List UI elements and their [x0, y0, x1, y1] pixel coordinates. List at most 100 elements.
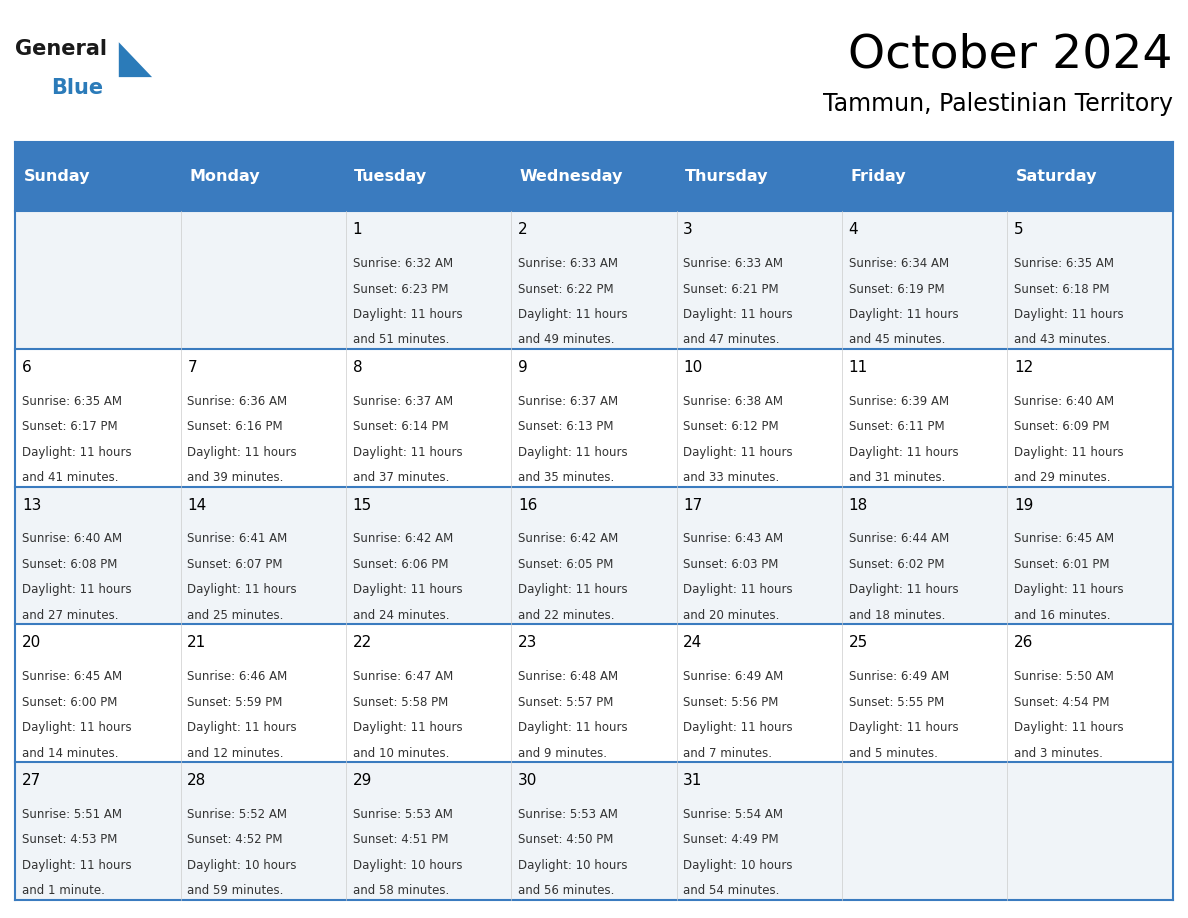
Text: Sunset: 4:53 PM: Sunset: 4:53 PM [23, 834, 118, 846]
Text: and 20 minutes.: and 20 minutes. [683, 609, 779, 621]
Text: and 25 minutes.: and 25 minutes. [188, 609, 284, 621]
Text: and 33 minutes.: and 33 minutes. [683, 471, 779, 484]
Text: 14: 14 [188, 498, 207, 512]
Text: and 14 minutes.: and 14 minutes. [23, 746, 119, 759]
Text: and 59 minutes.: and 59 minutes. [188, 884, 284, 897]
Text: Sunrise: 6:49 AM: Sunrise: 6:49 AM [683, 670, 784, 683]
Text: Daylight: 10 hours: Daylight: 10 hours [518, 859, 627, 872]
Text: 12: 12 [1013, 360, 1034, 375]
Text: Daylight: 11 hours: Daylight: 11 hours [848, 445, 959, 459]
Text: and 54 minutes.: and 54 minutes. [683, 884, 779, 897]
Text: 22: 22 [353, 635, 372, 650]
Text: Sunset: 6:16 PM: Sunset: 6:16 PM [188, 420, 283, 433]
Text: Daylight: 11 hours: Daylight: 11 hours [23, 859, 132, 872]
Text: and 22 minutes.: and 22 minutes. [518, 609, 614, 621]
Text: and 1 minute.: and 1 minute. [23, 884, 105, 897]
Text: Sunrise: 6:41 AM: Sunrise: 6:41 AM [188, 532, 287, 545]
Text: Sunrise: 6:44 AM: Sunrise: 6:44 AM [848, 532, 949, 545]
Text: Sunset: 6:18 PM: Sunset: 6:18 PM [1013, 283, 1110, 296]
Text: Daylight: 11 hours: Daylight: 11 hours [518, 308, 627, 321]
Text: Sunrise: 6:33 AM: Sunrise: 6:33 AM [683, 257, 783, 270]
Text: 24: 24 [683, 635, 702, 650]
Text: 1: 1 [353, 222, 362, 237]
Text: Daylight: 11 hours: Daylight: 11 hours [683, 721, 792, 734]
Text: 30: 30 [518, 773, 537, 788]
Text: October 2024: October 2024 [848, 32, 1173, 77]
Text: and 5 minutes.: and 5 minutes. [848, 746, 937, 759]
Text: Sunrise: 5:53 AM: Sunrise: 5:53 AM [518, 808, 618, 821]
Text: Sunset: 6:06 PM: Sunset: 6:06 PM [353, 558, 448, 571]
Text: Sunset: 5:57 PM: Sunset: 5:57 PM [518, 696, 613, 709]
Text: 9: 9 [518, 360, 527, 375]
Text: 16: 16 [518, 498, 537, 512]
Text: Sunrise: 6:37 AM: Sunrise: 6:37 AM [518, 395, 618, 408]
Text: Saturday: Saturday [1016, 169, 1097, 185]
Text: Sunrise: 6:46 AM: Sunrise: 6:46 AM [188, 670, 287, 683]
Text: Friday: Friday [851, 169, 905, 185]
Text: Sunrise: 6:36 AM: Sunrise: 6:36 AM [188, 395, 287, 408]
Text: Sunrise: 6:39 AM: Sunrise: 6:39 AM [848, 395, 949, 408]
Text: Daylight: 11 hours: Daylight: 11 hours [1013, 584, 1124, 597]
Text: Sunrise: 6:48 AM: Sunrise: 6:48 AM [518, 670, 618, 683]
Text: Daylight: 11 hours: Daylight: 11 hours [1013, 308, 1124, 321]
Text: 25: 25 [848, 635, 867, 650]
Text: Sunrise: 6:42 AM: Sunrise: 6:42 AM [518, 532, 618, 545]
Text: Sunrise: 6:35 AM: Sunrise: 6:35 AM [23, 395, 122, 408]
Text: Sunset: 6:00 PM: Sunset: 6:00 PM [23, 696, 118, 709]
Text: Sunset: 6:14 PM: Sunset: 6:14 PM [353, 420, 448, 433]
Text: Sunrise: 6:33 AM: Sunrise: 6:33 AM [518, 257, 618, 270]
Text: 21: 21 [188, 635, 207, 650]
Text: Sunrise: 5:52 AM: Sunrise: 5:52 AM [188, 808, 287, 821]
Text: Daylight: 11 hours: Daylight: 11 hours [683, 445, 792, 459]
Text: Daylight: 11 hours: Daylight: 11 hours [848, 721, 959, 734]
Text: Sunset: 6:22 PM: Sunset: 6:22 PM [518, 283, 613, 296]
Text: Sunrise: 6:47 AM: Sunrise: 6:47 AM [353, 670, 453, 683]
Text: 3: 3 [683, 222, 693, 237]
Text: 31: 31 [683, 773, 702, 788]
Text: and 18 minutes.: and 18 minutes. [848, 609, 944, 621]
Bar [15, 349, 1173, 487]
Text: Sunrise: 6:45 AM: Sunrise: 6:45 AM [23, 670, 122, 683]
Text: Tammun, Palestinian Territory: Tammun, Palestinian Territory [822, 92, 1173, 116]
Text: and 10 minutes.: and 10 minutes. [353, 746, 449, 759]
Text: Sunrise: 6:43 AM: Sunrise: 6:43 AM [683, 532, 783, 545]
Text: Sunset: 4:50 PM: Sunset: 4:50 PM [518, 834, 613, 846]
Text: 4: 4 [848, 222, 858, 237]
Text: Daylight: 11 hours: Daylight: 11 hours [1013, 721, 1124, 734]
Text: Sunrise: 6:37 AM: Sunrise: 6:37 AM [353, 395, 453, 408]
Polygon shape [119, 42, 152, 77]
Text: Sunrise: 6:40 AM: Sunrise: 6:40 AM [23, 532, 122, 545]
Text: Sunset: 4:51 PM: Sunset: 4:51 PM [353, 834, 448, 846]
Text: Sunset: 5:56 PM: Sunset: 5:56 PM [683, 696, 778, 709]
Text: and 9 minutes.: and 9 minutes. [518, 746, 607, 759]
Text: Sunset: 6:01 PM: Sunset: 6:01 PM [1013, 558, 1110, 571]
Text: and 51 minutes.: and 51 minutes. [353, 333, 449, 346]
Text: 20: 20 [23, 635, 42, 650]
Text: and 49 minutes.: and 49 minutes. [518, 333, 614, 346]
Text: and 16 minutes.: and 16 minutes. [1013, 609, 1111, 621]
Text: Daylight: 11 hours: Daylight: 11 hours [848, 308, 959, 321]
Text: Sunset: 6:12 PM: Sunset: 6:12 PM [683, 420, 779, 433]
Text: Sunset: 5:59 PM: Sunset: 5:59 PM [188, 696, 283, 709]
Text: and 29 minutes.: and 29 minutes. [1013, 471, 1111, 484]
Text: Sunday: Sunday [24, 169, 90, 185]
Text: 10: 10 [683, 360, 702, 375]
Text: Daylight: 11 hours: Daylight: 11 hours [353, 584, 462, 597]
Text: Sunrise: 5:54 AM: Sunrise: 5:54 AM [683, 808, 783, 821]
Text: Sunset: 6:05 PM: Sunset: 6:05 PM [518, 558, 613, 571]
Text: 17: 17 [683, 498, 702, 512]
Text: 29: 29 [353, 773, 372, 788]
Text: Sunset: 6:07 PM: Sunset: 6:07 PM [188, 558, 283, 571]
Text: Daylight: 11 hours: Daylight: 11 hours [23, 584, 132, 597]
Bar [15, 142, 1173, 211]
Text: and 58 minutes.: and 58 minutes. [353, 884, 449, 897]
Text: and 35 minutes.: and 35 minutes. [518, 471, 614, 484]
Text: Sunset: 6:02 PM: Sunset: 6:02 PM [848, 558, 944, 571]
Text: 5: 5 [1013, 222, 1024, 237]
Bar [15, 211, 1173, 349]
Text: Sunrise: 6:38 AM: Sunrise: 6:38 AM [683, 395, 783, 408]
Text: Sunrise: 6:32 AM: Sunrise: 6:32 AM [353, 257, 453, 270]
Text: and 3 minutes.: and 3 minutes. [1013, 746, 1102, 759]
Text: Sunrise: 6:40 AM: Sunrise: 6:40 AM [1013, 395, 1114, 408]
Text: and 12 minutes.: and 12 minutes. [188, 746, 284, 759]
